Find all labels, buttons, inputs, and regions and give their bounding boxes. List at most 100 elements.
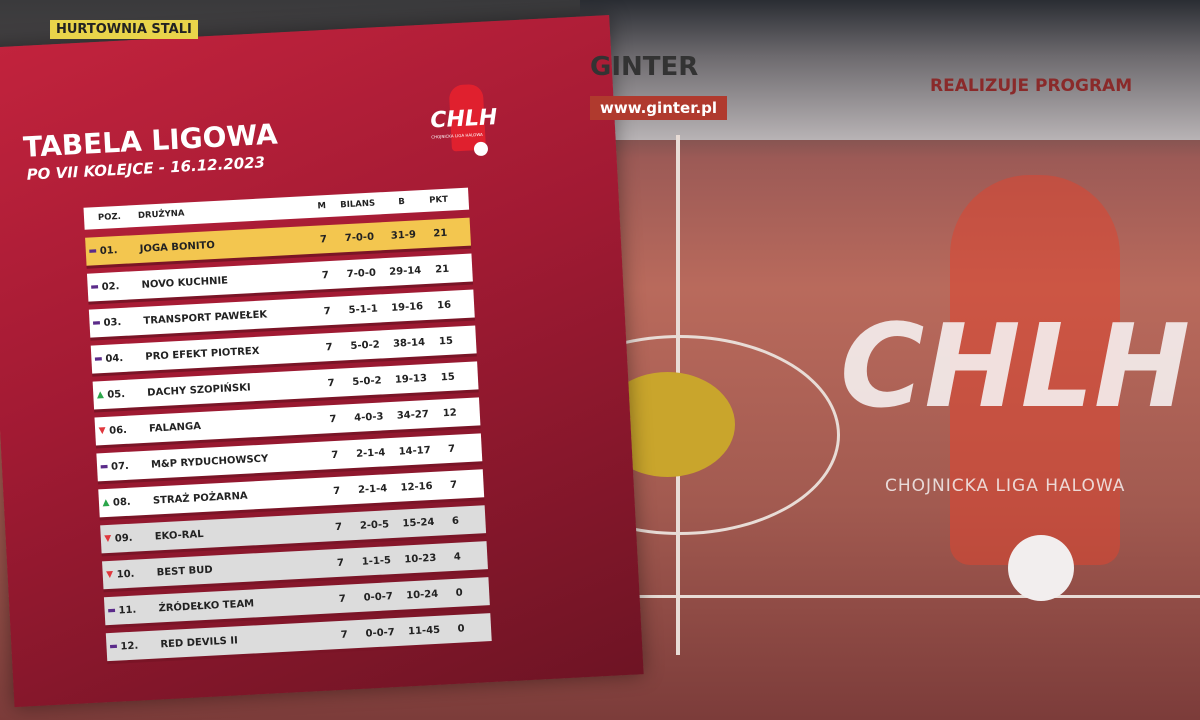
cell-m: 7	[331, 449, 339, 461]
cell-b: 34-27	[396, 408, 430, 422]
trend-same-icon: ▬	[92, 318, 102, 329]
cell-m: 7	[334, 521, 343, 533]
cell-pos: 01.	[99, 244, 118, 257]
banner-ginter-url: www.ginter.pl	[590, 96, 728, 120]
cell-team: M&P RYDUCHOWSCY	[150, 452, 269, 471]
trend-same-icon: ▬	[88, 246, 98, 257]
cell-m: 7	[327, 377, 335, 389]
cell-team: RED DEVILS II	[160, 634, 239, 650]
standings-table: POZ. DRUŻYNA M BILANS B PKT ▬ 01. JOGA BON…	[83, 187, 493, 670]
cell-pos: 05.	[107, 388, 126, 401]
cell-team: JOGA BONITO	[139, 239, 216, 255]
header-m: M	[317, 201, 327, 212]
cell-bilans: 7-0-0	[344, 231, 375, 244]
ball-icon	[1008, 535, 1074, 601]
cell-pkt: 4	[453, 551, 462, 563]
cell-team: BEST BUD	[156, 564, 213, 578]
cell-team: PRO EFEKT PIOTREX	[145, 345, 260, 363]
trend-up-icon: ▲	[102, 497, 110, 509]
cell-m: 7	[336, 557, 345, 569]
cell-pos: 10.	[116, 568, 135, 581]
cell-bilans: 5-0-2	[352, 374, 382, 388]
cell-pkt: 15	[438, 335, 454, 347]
cell-b: 14-17	[398, 444, 431, 458]
cell-b: 11-45	[407, 624, 441, 637]
cell-pos: 07.	[110, 460, 130, 473]
header-pos: POZ.	[97, 211, 122, 224]
ball-icon	[473, 141, 489, 157]
cell-m: 7	[332, 485, 341, 497]
cell-b: 19-13	[394, 372, 428, 386]
cell-b: 38-14	[392, 336, 426, 350]
cell-pos: 02.	[101, 280, 120, 293]
cell-pkt: 7	[449, 479, 458, 491]
cell-pos: 04.	[105, 352, 124, 365]
header-bilans: BILANS	[340, 198, 376, 211]
court-line	[600, 595, 1200, 598]
cell-m: 7	[340, 629, 348, 641]
cell-bilans: 4-0-3	[353, 410, 384, 424]
cell-bilans: 2-1-4	[355, 446, 386, 460]
trend-same-icon: ▬	[107, 605, 117, 617]
trend-down-icon: ▼	[106, 569, 114, 581]
cell-m: 7	[323, 305, 332, 317]
cell-b: 10-24	[405, 588, 439, 601]
cell-pos: 09.	[114, 532, 133, 545]
trend-up-icon: ▲	[96, 390, 105, 401]
cell-pos: 03.	[103, 316, 122, 329]
cell-team: ŹRÓDEŁKO TEAM	[158, 597, 255, 614]
cell-m: 7	[325, 341, 333, 353]
cell-team: STRAŻ POŻARNA	[152, 490, 248, 507]
cell-m: 7	[321, 269, 330, 281]
cell-pos: 12.	[120, 640, 139, 652]
cell-b: 12-16	[400, 480, 433, 494]
league-logo: CHLH CHOJNICKA LIGA HALOWA	[422, 79, 506, 163]
cell-m: 7	[338, 593, 347, 605]
cell-pkt: 21	[434, 263, 450, 275]
cell-bilans: 5-0-2	[350, 338, 380, 352]
cell-bilans: 0-0-7	[365, 626, 396, 640]
banner-hurtownia: HURTOWNIA STALI	[50, 20, 198, 39]
cell-pos: 11.	[118, 604, 137, 617]
cell-b: 15-24	[402, 516, 435, 530]
cell-bilans: 5-1-1	[348, 303, 379, 316]
trend-same-icon: ▬	[90, 282, 100, 293]
trend-down-icon: ▼	[98, 425, 106, 437]
cell-pkt: 16	[436, 299, 452, 311]
player-silhouette	[950, 175, 1120, 565]
cell-pos: 06.	[108, 424, 128, 437]
cell-b: 10-23	[404, 552, 437, 565]
trend-same-icon: ▬	[109, 641, 119, 653]
cell-bilans: 2-1-4	[357, 482, 388, 496]
header-b: B	[398, 196, 406, 208]
big-logo-text: CHLH	[840, 300, 1191, 434]
cell-pos: 08.	[112, 496, 131, 509]
cell-m: 7	[329, 413, 337, 425]
cell-pkt: 12	[442, 407, 457, 419]
cell-team: TRANSPORT PAWEŁEK	[143, 308, 268, 327]
header-pkt: PKT	[429, 194, 449, 206]
big-logo-subtitle: CHOJNICKA LIGA HALOWA	[885, 476, 1126, 496]
cell-m: 7	[319, 233, 328, 245]
cell-pkt: 0	[457, 622, 465, 635]
league-table-card: TABELA LIGOWA PO VII KOLEJCE - 16.12.202…	[0, 15, 644, 708]
cell-b: 19-16	[390, 300, 424, 314]
cell-pkt: 0	[455, 586, 463, 599]
banner-ginter: GINTER	[590, 52, 699, 82]
cell-pkt: 7	[447, 443, 456, 455]
trend-down-icon: ▼	[104, 533, 112, 545]
header-team: DRUŻYNA	[137, 208, 185, 221]
cell-team: EKO-RAL	[154, 528, 204, 543]
cell-team: NOVO KUCHNIE	[141, 274, 229, 291]
cell-bilans: 1-1-5	[361, 554, 392, 568]
cell-bilans: 0-0-7	[363, 590, 394, 604]
cell-b: 31-9	[390, 228, 417, 242]
cell-pkt: 15	[440, 371, 456, 383]
trend-same-icon: ▬	[99, 461, 109, 473]
logo-text: CHLH	[429, 105, 499, 134]
trend-same-icon: ▬	[93, 354, 103, 365]
cell-bilans: 2-0-5	[359, 518, 390, 532]
cell-b: 29-14	[388, 264, 422, 278]
cell-team: FALANGA	[148, 420, 202, 435]
cell-pkt: 6	[451, 515, 460, 527]
